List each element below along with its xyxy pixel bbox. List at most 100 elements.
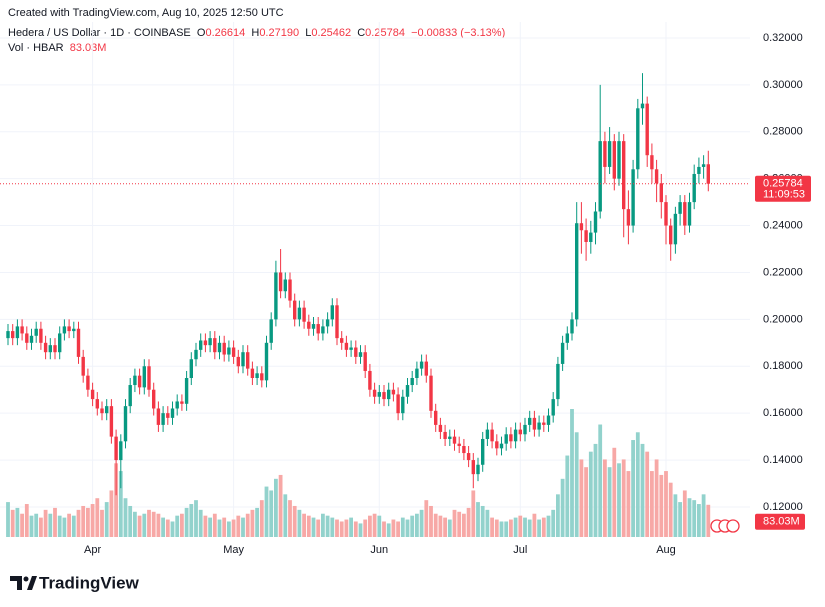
volume-bar: [697, 504, 701, 537]
volume-bar: [156, 513, 161, 537]
last-price-label: 0.25784: [763, 178, 803, 190]
ohlc-letter: H: [251, 27, 260, 39]
volume-bar: [668, 482, 673, 537]
footer-logo: TradingView: [10, 573, 140, 592]
volume-bar: [48, 513, 53, 537]
candle-body: [203, 340, 208, 346]
volume-bar: [264, 486, 269, 537]
candle-body: [485, 429, 490, 439]
volume-bar: [626, 471, 631, 537]
volume-bar: [678, 502, 682, 537]
volume-bar: [433, 513, 438, 537]
volume-bar: [283, 494, 288, 537]
volume-bar: [523, 517, 527, 537]
candle-body: [288, 279, 292, 301]
candle-body: [311, 324, 316, 329]
logo-mark: [27, 576, 37, 590]
volume-bar: [165, 519, 170, 537]
volume-bar: [24, 504, 29, 537]
candle-body: [631, 169, 635, 226]
candle-body: [128, 385, 132, 407]
volume-bar: [344, 519, 349, 537]
volume-bar: [208, 517, 212, 537]
candle-body: [683, 202, 687, 226]
volume-bar: [701, 494, 706, 537]
candle-body: [471, 460, 475, 475]
volume-bar: [20, 513, 24, 537]
candle-body: [293, 300, 297, 320]
candle-body: [654, 169, 659, 184]
candle-body: [81, 356, 85, 376]
volume-bar: [288, 500, 292, 537]
y-tick-label: 0.18000: [763, 360, 803, 372]
candle-body: [199, 340, 203, 350]
brand: TradingView: [39, 573, 140, 592]
volume-bar: [640, 443, 645, 537]
candle-body: [664, 202, 668, 226]
symbol: Hedera / US Dollar · 1D · COINBASE: [8, 27, 191, 39]
candle-body: [415, 368, 419, 378]
volume-bar: [198, 509, 203, 537]
volume-bar: [527, 519, 532, 537]
volume-bar: [123, 498, 128, 537]
candle-body: [570, 319, 574, 334]
volume-bar: [682, 490, 687, 537]
candle-body: [147, 366, 151, 390]
candle-body: [697, 166, 701, 174]
candle-body: [490, 429, 494, 442]
volume-bar: [306, 515, 311, 537]
candle-body: [43, 342, 48, 353]
candle-body: [344, 342, 349, 350]
candle-body: [363, 352, 367, 371]
volume-bar: [588, 451, 593, 537]
y-tick-label: 0.30000: [763, 79, 803, 91]
volume-bar: [438, 515, 443, 537]
candle-body: [532, 417, 537, 430]
x-tick-label: Jul: [513, 544, 527, 556]
volume-bar: [621, 459, 626, 537]
volume-bar: [269, 490, 274, 537]
volume-bar: [128, 505, 133, 537]
volume-bar: [424, 500, 429, 537]
volume-bar: [255, 507, 259, 537]
volume-bar: [471, 490, 476, 537]
candle-body: [119, 441, 123, 461]
volume-bar: [274, 478, 278, 537]
candle-body: [180, 401, 184, 404]
candle-body: [175, 401, 179, 409]
volume-bar: [62, 517, 67, 537]
x-tick-label: May: [223, 544, 244, 556]
ohlc-letter: O: [196, 27, 206, 39]
volume-bar: [579, 459, 584, 537]
legend-row: Hedera / US Dollar · 1D · COINBASE O0.26…: [8, 27, 505, 39]
y-tick-label: 0.28000: [763, 126, 803, 138]
volume-bar: [504, 521, 509, 537]
volume-bar: [607, 467, 612, 537]
candle-body: [377, 392, 381, 397]
volume-bar: [363, 519, 368, 537]
volume-bar: [137, 515, 142, 537]
volume-bar: [278, 474, 283, 537]
candle-body: [640, 103, 645, 109]
volume-bar: [584, 467, 588, 537]
volume-bar: [90, 504, 95, 537]
volume-bar: [429, 505, 433, 537]
candle-body: [607, 141, 612, 167]
candle-body: [504, 434, 508, 444]
candle-body: [509, 434, 513, 442]
candle-body: [617, 141, 621, 179]
candle-body: [307, 321, 311, 329]
candle-body: [217, 342, 222, 353]
volume-bar: [330, 517, 335, 537]
volume-bar: [109, 490, 114, 537]
volume-bar: [631, 440, 635, 537]
volume-bar: [513, 517, 518, 537]
candle-body: [335, 305, 339, 339]
volume-bar: [532, 513, 537, 537]
candle-body: [29, 335, 34, 343]
last-price-tag: [755, 175, 811, 202]
created-note: Created with TradingView.com, Aug 10, 20…: [8, 7, 284, 19]
volume-bar: [593, 443, 598, 537]
volume-bar: [509, 519, 513, 537]
candle-body: [278, 272, 283, 292]
